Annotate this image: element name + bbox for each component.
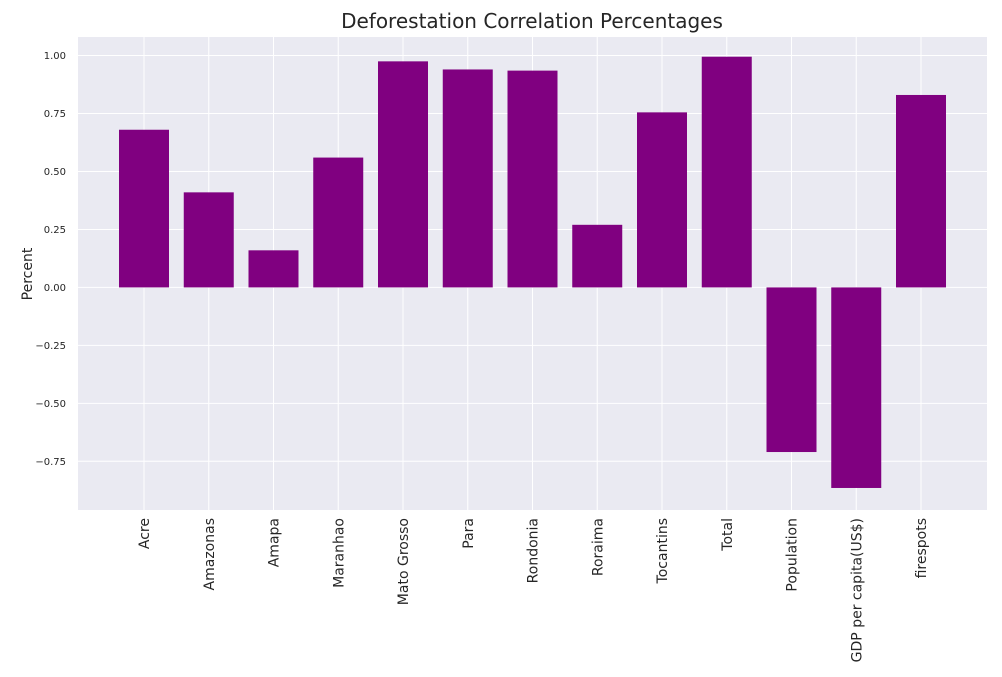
y-tick-label: 0.50 (44, 167, 66, 178)
bars (119, 56, 946, 488)
chart-title: Deforestation Correlation Percentages (341, 9, 723, 33)
bar-mato-grosso (378, 61, 428, 288)
x-tick-label: Amazonas (202, 518, 218, 590)
bar-para (442, 69, 493, 288)
bar-maranhao (313, 157, 364, 288)
bar-roraima (572, 224, 623, 288)
x-tick-label: Mato Grosso (396, 518, 412, 605)
y-tick-label: −0.25 (35, 341, 66, 352)
y-tick-label: 0.00 (44, 283, 66, 294)
bar-population (766, 287, 817, 453)
x-axis-ticks: Acre Amazonas Amapa Maranhao Mato Grosso Para… (137, 518, 930, 662)
x-tick-label: Acre (137, 518, 153, 549)
x-tick-label: Amapa (267, 518, 283, 567)
bar-tocantins (637, 112, 687, 288)
y-tick-label: −0.75 (35, 457, 66, 468)
x-tick-label: Para (461, 518, 477, 549)
x-tick-label: Rondonia (526, 518, 542, 583)
x-tick-label: Total (720, 518, 736, 552)
y-axis-label: Percent (20, 247, 36, 300)
x-tick-label: Roraima (590, 518, 606, 576)
x-tick-label: firespots (914, 518, 930, 578)
x-tick-label: Maranhao (331, 518, 347, 588)
y-tick-label: 0.75 (44, 109, 66, 120)
bar-firespots (896, 94, 946, 288)
x-tick-label: Tocantins (655, 518, 671, 584)
bar-rondonia (507, 70, 558, 288)
y-axis-ticks: 1.00 0.75 0.50 0.25 0.00 −0.25 −0.50 −0.75 (35, 51, 66, 468)
y-tick-label: −0.50 (35, 399, 66, 410)
y-tick-label: 0.25 (44, 225, 66, 236)
x-tick-label: Population (785, 518, 801, 592)
bar-gdp-per-capita-us (831, 287, 882, 488)
bar-amazonas (183, 192, 234, 288)
y-tick-label: 1.00 (44, 51, 66, 62)
bar-acre (119, 129, 169, 288)
bar-amapa (248, 250, 299, 288)
bar-total (701, 56, 752, 288)
x-tick-label: GDP per capita(US$) (849, 518, 865, 662)
